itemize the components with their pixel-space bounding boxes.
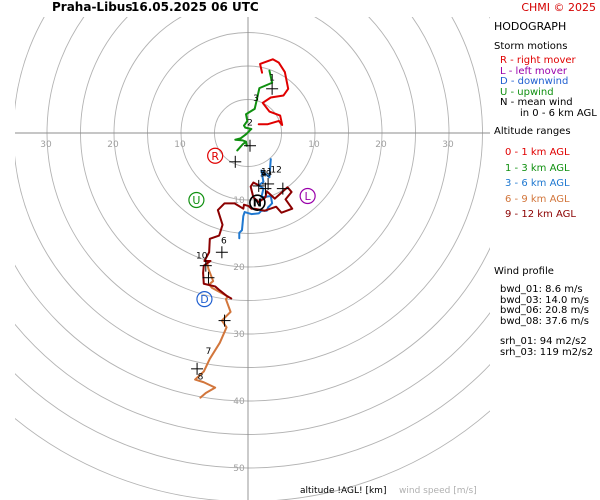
altitude-range-legend-item: 3 - 6 km AGL [505, 178, 570, 189]
storm-motions-title: Storm motions [494, 41, 568, 52]
sounding-datetime: 16.05.2025 06 UTC [131, 0, 259, 14]
altitude-range-legend-item: 6 - 9 km AGL [505, 193, 570, 205]
storm-motion-legend-item: U - upwind [500, 86, 554, 98]
storm-motion-legend-item: L - left mover [500, 65, 567, 77]
storm-motion-ring [207, 147, 224, 164]
altitude-label: 3 [253, 94, 259, 104]
storm-motion-label: N [253, 197, 262, 210]
panel-title: HODOGRAPH [494, 20, 567, 33]
wind-profile-item: srh_03: 119 m2/s2 [500, 346, 594, 358]
storm-motion-markers: R L D U N [188, 147, 316, 308]
ring-label: 20 [233, 263, 245, 273]
station-name: Praha-Libus [52, 0, 133, 14]
altitude-label: 1 [269, 74, 275, 84]
storm-motion-ring [249, 194, 266, 211]
altitude-label: 12 [270, 166, 281, 176]
ring-label: 10 [233, 196, 245, 206]
altitude-label: 9 [266, 170, 272, 180]
storm-motion-legend-item: R - right mover [500, 55, 576, 66]
storm-motion-u: U [188, 191, 205, 209]
ring-label: 30 [40, 140, 52, 150]
ring-label: 20 [107, 140, 119, 150]
storm-motion-n: N [249, 194, 266, 211]
wind-profile-title: Wind profile [494, 266, 554, 277]
altitude-range-legend-item: 1 - 3 km AGL [505, 162, 570, 174]
storm-motion-l: L [299, 187, 316, 205]
wind-profile-item: bwd_03: 14.0 m/s [500, 294, 589, 306]
storm-motion-r: R [207, 147, 224, 164]
altitude-label: 4 [261, 170, 267, 180]
wind-profile-item: bwd_06: 20.8 m/s [500, 305, 589, 316]
storm-motion-label: R [211, 150, 219, 163]
altitude-label: 2 [247, 119, 253, 129]
storm-motion-label: D [200, 293, 208, 306]
storm-motion-label: L [305, 190, 312, 203]
ring-label: 10 [308, 140, 320, 150]
storm-motion-legend-item: N - mean wind [500, 97, 573, 108]
ring-label: 20 [375, 140, 387, 150]
hodograph-trace [234, 69, 274, 152]
storm-motion-d: D [196, 291, 213, 308]
altitude-range-legend-item: 9 - 12 km AGL [505, 209, 576, 220]
storm-motion-ring [188, 191, 205, 209]
hodograph-trace [257, 58, 290, 126]
altitude-label: 8 [198, 373, 204, 383]
storm-motion-ring [299, 187, 316, 205]
ring-label: 10 [174, 140, 186, 150]
storm-motion-legend-item: D - downwind [500, 76, 569, 87]
storm-motion-legend-item: in 0 - 6 km AGL [520, 107, 597, 119]
hodograph-trace [238, 158, 274, 240]
altitude-axis-label: altitude !AGL! [km] [300, 486, 387, 496]
altitude-range-legend-item: 0 - 1 km AGL [505, 147, 570, 158]
altitude-label: 10 [196, 251, 208, 261]
altitude-label: 11 [261, 168, 272, 178]
wind-profile-item: srh_01: 94 m2/s2 [500, 336, 587, 347]
storm-motions-legend: R - right mover L - left mover D - downwin… [500, 55, 597, 119]
altitude-label: 5 [260, 170, 266, 180]
ring-label: 50 [233, 464, 245, 474]
wind-profile-item: bwd_08: 37.6 m/s [500, 315, 589, 327]
ring-label: 40 [233, 397, 245, 407]
wind-profile-list: bwd_01: 8.6 m/s bwd_03: 14.0 m/s bwd_06: 2… [500, 284, 594, 358]
altitude-label: 7 [206, 347, 212, 357]
storm-motion-label: U [192, 194, 200, 207]
altitude-ranges-title: Altitude ranges [494, 126, 571, 137]
chmi-credit: CHMI © 2025 [521, 1, 596, 14]
altitude-label: 6 [221, 237, 227, 247]
ring-label: 30 [233, 330, 245, 340]
ring-labels: 10 20 30 40 50 30 20 10 10 20 30 [40, 140, 454, 474]
wind-speed-axis-label: wind speed [m/s] [399, 486, 477, 496]
ring-label: 30 [442, 140, 454, 150]
wind-profile-item: bwd_01: 8.6 m/s [500, 284, 583, 295]
hodograph-trace [202, 181, 294, 300]
altitude-ranges-legend: 0 - 1 km AGL 1 - 3 km AGL 3 - 6 km AGL 6 - … [505, 145, 576, 223]
storm-motion-ring [196, 291, 213, 308]
